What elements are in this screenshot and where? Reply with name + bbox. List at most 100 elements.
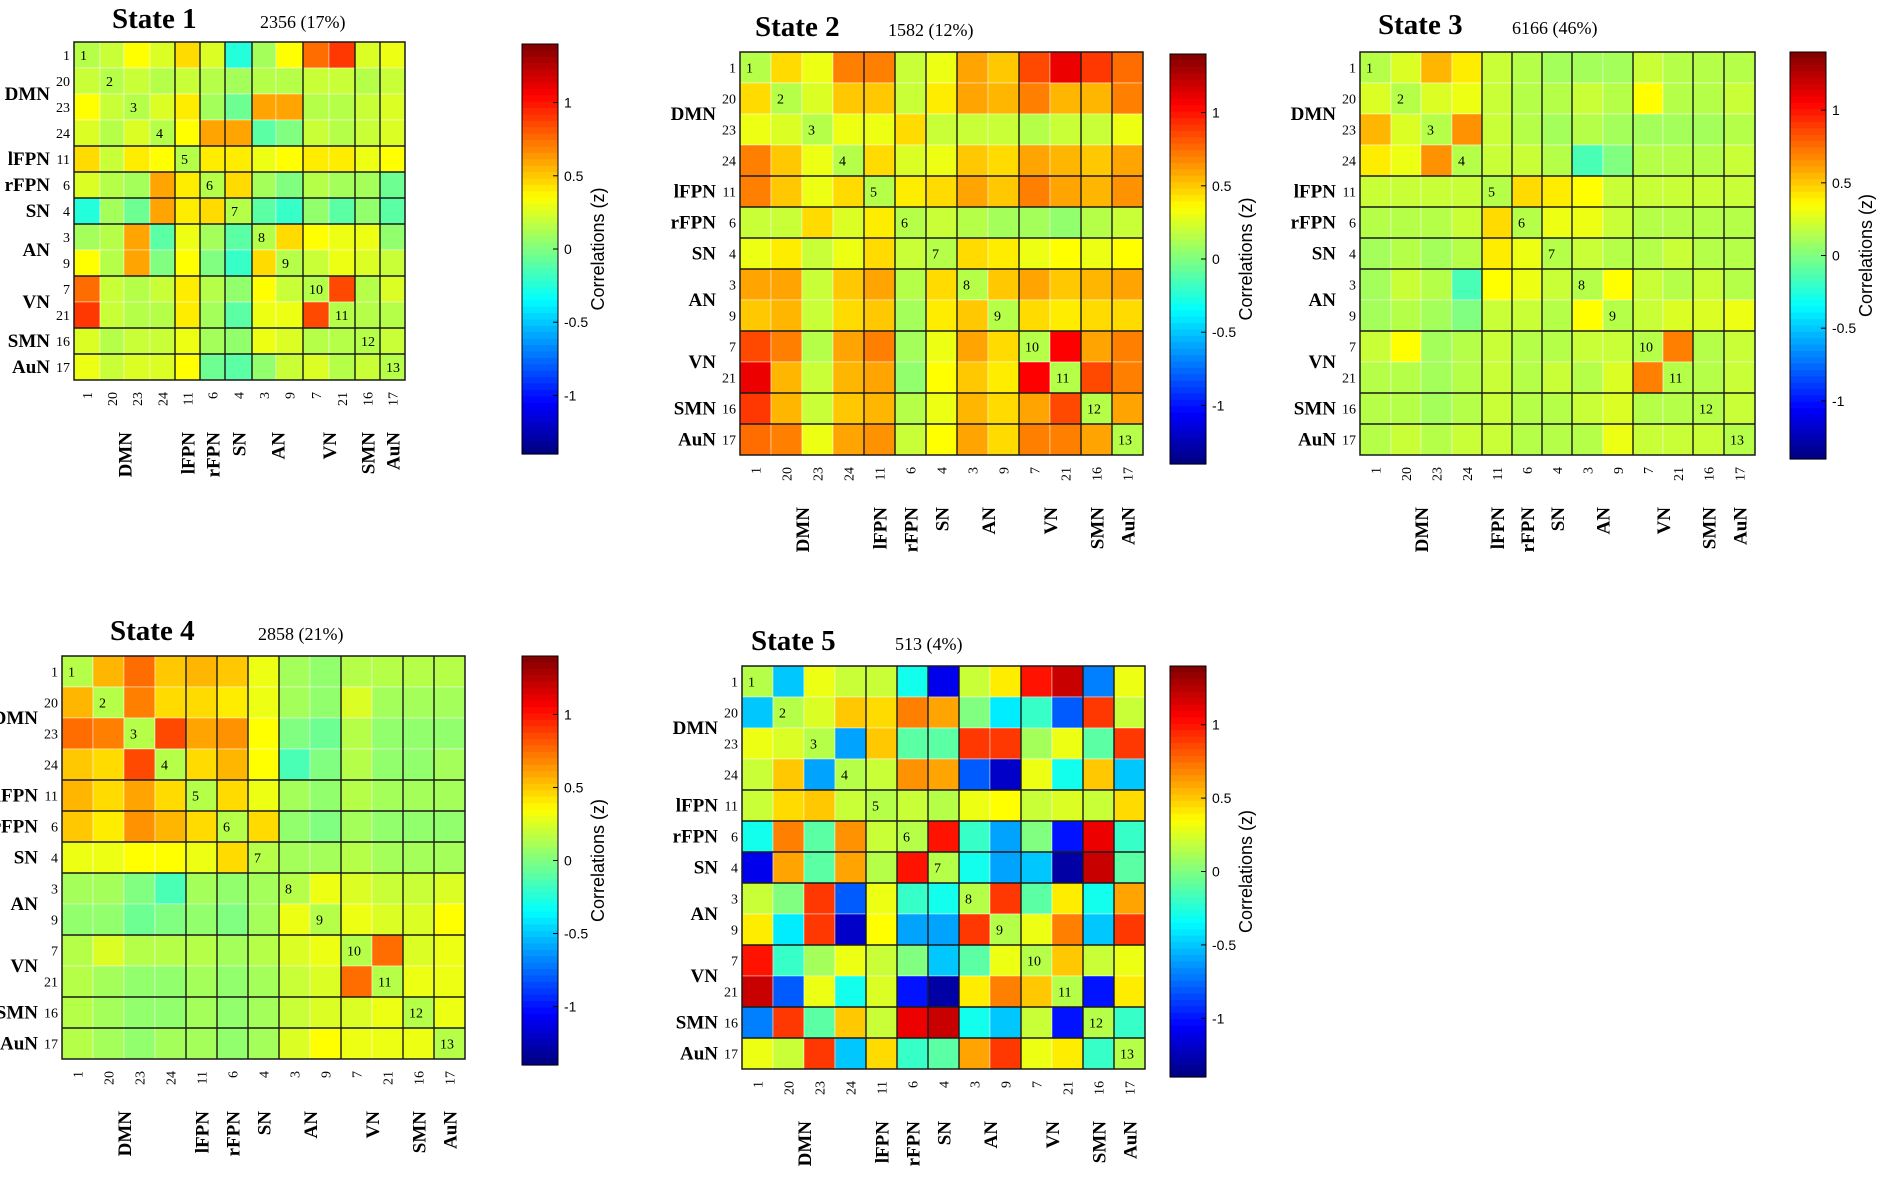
col-network-label: lFPN [179,432,200,474]
col-tick-label: 17 [444,1071,459,1085]
heatmap-cell [741,665,774,698]
colorbar-segment [522,815,558,823]
heatmap-cell [123,327,151,355]
heatmap-cell [123,748,156,781]
heatmap-cell [278,686,311,719]
row-network-label: VN [691,966,719,987]
colorbar-segment [1790,153,1826,161]
heatmap-cell [865,665,898,698]
col-tick-label: 7 [351,1071,366,1078]
heatmap-cell [1662,82,1694,115]
heatmap-cell [73,353,101,381]
colorbar-segment [1170,438,1206,446]
heatmap-cell [770,423,803,456]
heatmap-cell [989,944,1022,977]
colorbar-label: Correlations (z) [1856,194,1876,317]
colorbar-segment [1790,96,1826,104]
heatmap-cell [958,789,991,822]
heatmap-cell [216,779,249,812]
heatmap-cell [772,882,805,915]
heatmap-cell [1662,113,1694,146]
heatmap-cell [247,717,280,750]
heatmap-cell [1018,423,1051,456]
heatmap-cell [328,119,356,147]
heatmap-cell [278,717,311,750]
heatmap-cell [309,903,342,936]
colorbar-segment [522,1045,558,1053]
heatmap-cell [354,275,381,303]
heatmap-cell [989,727,1022,760]
colorbar-segment [522,739,558,747]
heatmap-cell [247,748,280,781]
heatmap-cell [801,361,834,394]
heatmap-cell [927,913,960,946]
colorbar-segment [1170,730,1206,738]
heatmap-cell [803,696,836,729]
col-tick-label: 9 [284,392,299,399]
heatmap-cell [987,51,1020,84]
colorbar-segment [1170,922,1206,930]
colorbar-segment [1170,226,1206,234]
colorbar-segment [1790,109,1826,117]
heatmap-cell [832,82,865,115]
diagonal-label: 2 [106,75,113,90]
heatmap-cell [61,965,94,998]
heatmap-cell [832,299,865,332]
heatmap-cell [1390,423,1422,456]
colorbar-segment [1170,79,1206,87]
heatmap-cell [354,353,381,381]
colorbar-segment [1170,839,1206,847]
colorbar-tick-label: 1 [564,706,572,722]
heatmap-cell [123,275,151,303]
heatmap-cell [1692,206,1725,239]
heatmap-cell [154,872,187,905]
heatmap-cell [1020,851,1053,884]
heatmap-cell [309,1027,342,1060]
col-tick-label: 7 [310,392,325,399]
heatmap-cell [1511,423,1543,456]
heatmap-cell [925,361,958,394]
diagonal-label: 9 [316,914,323,929]
heatmap-cell [772,789,805,822]
diagonal-label: 3 [130,101,137,116]
row-tick-label: 11 [723,186,736,201]
heatmap-cell [956,392,989,425]
col-network-label: DMN [795,1121,816,1167]
heatmap-cell [739,392,772,425]
heatmap-cell [340,717,373,750]
heatmap-cell [894,330,927,363]
heatmap-cell [1511,237,1543,270]
col-network-label: SMN [1700,507,1721,550]
heatmap-cell [379,301,406,329]
heatmap-cell [1020,789,1053,822]
heatmap-cell [1692,237,1725,270]
col-tick-label: 4 [258,1071,273,1078]
heatmap-cell [354,197,381,225]
colorbar-segment [522,50,558,58]
heatmap-cell [149,197,176,225]
heatmap-cell [1111,237,1144,270]
heatmap-cell [1080,175,1113,208]
heatmap-cell [199,275,226,303]
colorbar-segment [522,918,558,926]
heatmap-cell [123,301,151,329]
heatmap-cell [1111,175,1144,208]
heatmap-cell [123,171,151,199]
heatmap-cell [803,944,836,977]
row-tick-label: 9 [63,257,70,272]
heatmap-cell [803,727,836,760]
colorbar-segment [522,911,558,919]
heatmap-cell [1049,206,1082,239]
heatmap-cell [801,268,834,301]
row-network-label: rFPN [5,175,51,196]
row-tick-label: 7 [63,283,70,298]
heatmap-cell [309,655,342,688]
heatmap-cell [832,268,865,301]
heatmap-cell [309,748,342,781]
heatmap-cell [741,820,774,853]
row-tick-label: 20 [56,75,70,90]
colorbar-segment [522,841,558,849]
heatmap-cell [741,696,774,729]
colorbar-segment [1170,954,1206,963]
